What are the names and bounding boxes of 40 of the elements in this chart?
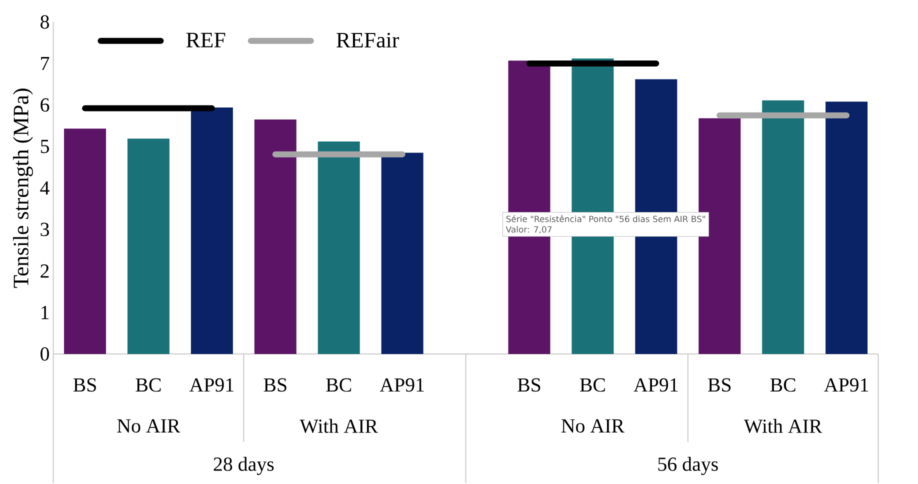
bar bbox=[762, 100, 804, 354]
y-tick-label: 7 bbox=[41, 56, 50, 70]
text: With AIR bbox=[744, 418, 822, 434]
bar bbox=[254, 120, 296, 354]
x-tick-label: BS bbox=[708, 378, 731, 392]
x-tick-label: BC bbox=[770, 378, 796, 392]
x-tick-label: BS bbox=[518, 378, 540, 392]
x-tick-label: AP91 bbox=[824, 378, 868, 392]
y-tick-label: 4 bbox=[40, 181, 50, 195]
bar bbox=[190, 107, 233, 354]
y-tick-label: 0 bbox=[40, 347, 49, 361]
y-tick-label: 1 bbox=[42, 306, 49, 320]
x-tick-label: BS bbox=[264, 378, 286, 392]
bar bbox=[318, 142, 360, 354]
text: No AIR bbox=[117, 419, 180, 433]
text: 56 days bbox=[658, 456, 718, 476]
bar bbox=[826, 102, 868, 354]
y-axis-title: Tensile strength (MPa) bbox=[13, 88, 33, 288]
annotation: Série "Resistência" Ponto "56 dias Sem AIR BS" bbox=[506, 215, 706, 222]
legend-label: REF bbox=[186, 32, 226, 48]
legend-label: REFair bbox=[336, 32, 400, 48]
bar bbox=[381, 152, 424, 354]
y-tick-label: 5 bbox=[40, 140, 49, 154]
annotation: Valor: 7,07 bbox=[506, 226, 552, 234]
x-tick-label: BC bbox=[326, 378, 352, 392]
bar bbox=[64, 128, 106, 354]
x-tick-label: BC bbox=[580, 378, 605, 392]
x-tick-label: BC bbox=[136, 378, 161, 392]
text: No AIR bbox=[561, 419, 624, 433]
bar bbox=[127, 138, 170, 354]
y-tick-label: 6 bbox=[40, 98, 50, 112]
y-tick-label: 3 bbox=[40, 222, 49, 236]
x-tick-label: BS bbox=[73, 378, 96, 392]
text: With AIR bbox=[300, 418, 378, 434]
x-tick-label: AP91 bbox=[634, 378, 678, 392]
y-tick-label: 8 bbox=[40, 15, 49, 29]
y-tick-label: 2 bbox=[40, 264, 49, 278]
x-tick-label: AP91 bbox=[380, 378, 424, 392]
text: 28 days bbox=[214, 456, 274, 476]
x-tick-label: AP91 bbox=[189, 378, 234, 392]
